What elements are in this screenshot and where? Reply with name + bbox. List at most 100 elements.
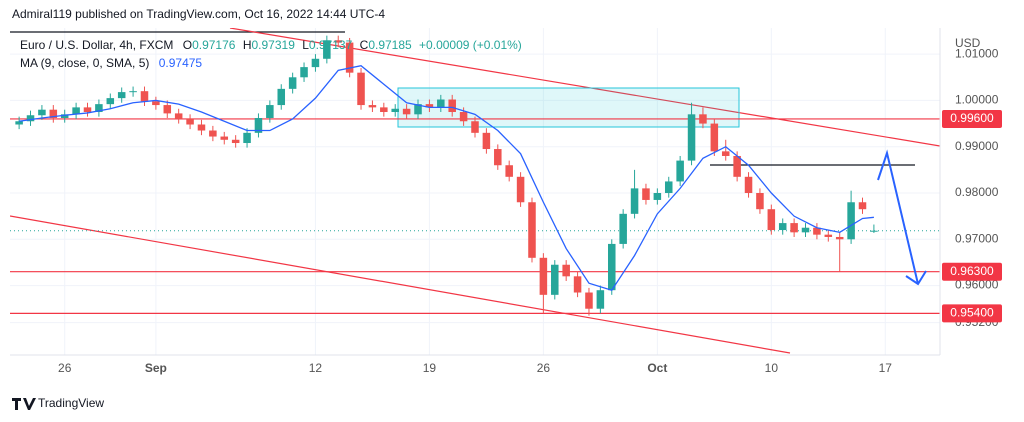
y-tick-label: 0.98000 — [955, 185, 999, 199]
ma-line — [19, 65, 874, 291]
close-value: 0.97185 — [368, 38, 412, 52]
candle-body — [38, 109, 46, 116]
candle-body — [345, 42, 354, 73]
candle-body — [414, 104, 422, 115]
level-label: 0.96300 — [950, 264, 994, 278]
candle-body — [756, 193, 764, 210]
y-tick-label: 1.01000 — [955, 46, 999, 60]
candle-body — [129, 91, 137, 93]
candle-body — [733, 155, 741, 177]
level-label: 0.95400 — [950, 306, 994, 320]
candle-body — [209, 130, 217, 137]
candle-body — [277, 88, 286, 106]
candle-body — [505, 165, 513, 177]
low-value: 0.97137 — [309, 38, 353, 52]
candle-body — [152, 101, 160, 106]
drawings — [10, 28, 940, 354]
open-value: 0.97176 — [192, 38, 236, 52]
candle-body — [72, 107, 80, 115]
x-tick-label: 10 — [765, 361, 779, 375]
candle-body — [174, 113, 183, 119]
ma-value: 0.97475 — [159, 56, 203, 70]
x-tick-label: Sep — [145, 361, 167, 375]
level-label-box — [942, 109, 1002, 128]
candle-body — [687, 114, 696, 161]
candle-body — [448, 99, 456, 113]
candle-body — [288, 77, 297, 89]
legend-line: Euro / U.S. Dollar, 4h, FXCM O0.97176 H 0… — [20, 38, 522, 52]
candle-body — [778, 223, 787, 231]
candle-body — [117, 92, 126, 99]
ma-name: MA (9, close, 0, SMA, 5) — [20, 56, 149, 70]
candle-body — [311, 58, 320, 68]
high-prefix: H — [243, 38, 252, 52]
candle-body — [197, 124, 206, 131]
candle-body — [437, 99, 445, 108]
candle-body — [494, 149, 502, 166]
candle-body — [254, 118, 263, 133]
candle-body — [608, 243, 616, 291]
candle-body — [15, 121, 23, 125]
candle-body — [562, 264, 570, 277]
x-tick-label: 26 — [537, 361, 551, 375]
footer: TradingView — [12, 396, 104, 410]
candle-body — [824, 234, 833, 237]
series — [10, 35, 940, 316]
low-prefix: L — [302, 38, 309, 52]
candle-body — [220, 136, 229, 140]
x-tick-label: 17 — [879, 361, 893, 375]
candle-body — [425, 104, 434, 108]
candle-body — [323, 40, 331, 59]
axis-unit: USD — [955, 36, 981, 50]
level-label-box — [942, 262, 1002, 281]
candle-body — [767, 209, 776, 231]
candle-body — [790, 223, 798, 233]
candle-body — [870, 230, 878, 232]
candle-body — [402, 108, 411, 115]
candle-body — [596, 290, 605, 309]
candle-body — [368, 105, 377, 108]
candle-body — [459, 112, 468, 122]
candle-body — [26, 115, 35, 122]
candle-body — [334, 40, 342, 43]
candle-body — [528, 202, 536, 258]
candle-body — [676, 160, 684, 182]
candle-body — [664, 181, 673, 194]
candle-body — [744, 176, 753, 194]
candle-body — [813, 227, 821, 235]
candle-body — [858, 202, 867, 210]
arrow-path — [877, 149, 919, 285]
y-tick-label: 0.99000 — [955, 139, 999, 153]
candle-body — [106, 98, 115, 105]
candle-body — [630, 188, 639, 214]
x-tick-label: 26 — [58, 361, 72, 375]
close-prefix: C — [360, 38, 369, 52]
candle-body — [266, 105, 274, 119]
candle-body — [49, 109, 58, 119]
ma-legend: MA (9, close, 0, SMA, 5) 0.97475 — [20, 56, 202, 70]
trend-line — [10, 215, 791, 354]
legend: Euro / U.S. Dollar, 4h, FXCM O0.97176 H 0… — [20, 38, 522, 70]
candle-body — [539, 257, 548, 295]
symbol: Euro / U.S. Dollar, 4h, FXCM — [20, 38, 173, 52]
candle-body — [642, 188, 650, 200]
change: +0.00009 (+0.01%) — [419, 38, 522, 52]
candle-body — [60, 114, 69, 119]
grid — [10, 28, 940, 355]
candle-body — [140, 91, 149, 102]
open-prefix: O — [183, 38, 192, 52]
candle-body — [95, 104, 103, 113]
candle-body — [710, 123, 719, 152]
candle-body — [380, 107, 388, 113]
candle-body — [551, 264, 559, 295]
candle-body — [163, 105, 172, 114]
y-tick-label: 1.00000 — [955, 93, 999, 107]
candle-body — [516, 176, 525, 203]
x-tick-label: Oct — [647, 361, 667, 375]
candle-body — [231, 139, 240, 144]
candle-body — [243, 132, 251, 144]
candle-body — [835, 236, 844, 240]
candle-body — [653, 193, 662, 200]
candle-body — [699, 114, 707, 124]
